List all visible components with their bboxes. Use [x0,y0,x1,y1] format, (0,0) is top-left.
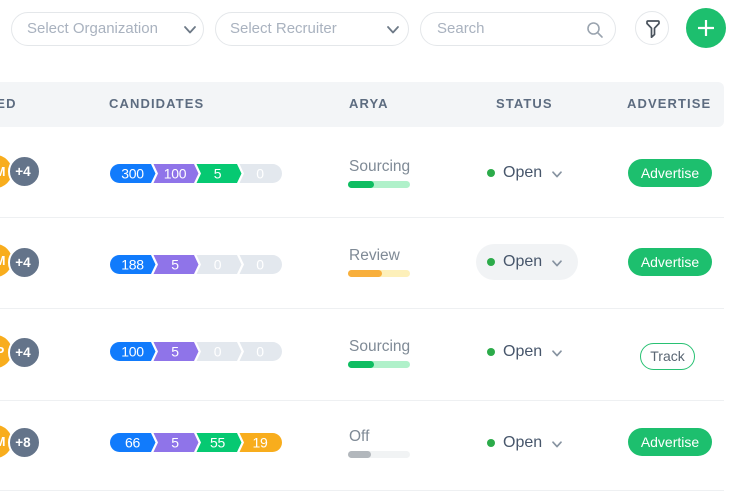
svg-text:0: 0 [256,257,264,273]
svg-text:0: 0 [256,344,264,360]
svg-text:0: 0 [214,344,222,360]
svg-text:5: 5 [171,434,179,450]
svg-text:100: 100 [121,344,144,360]
svg-text:55: 55 [210,434,225,450]
svg-text:5: 5 [171,257,179,273]
svg-text:300: 300 [121,166,144,182]
svg-text:0: 0 [256,166,264,182]
svg-text:5: 5 [214,166,222,182]
svg-text:66: 66 [125,434,140,450]
svg-text:188: 188 [121,257,144,273]
svg-text:100: 100 [164,166,187,182]
svg-text:5: 5 [171,344,179,360]
svg-text:0: 0 [214,257,222,273]
svg-text:19: 19 [253,434,268,450]
